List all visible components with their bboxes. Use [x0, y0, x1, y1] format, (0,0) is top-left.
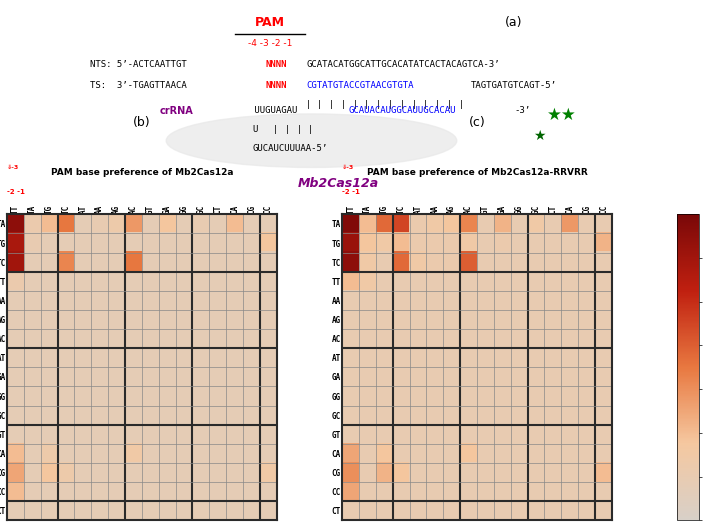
Text: |: |	[435, 100, 440, 108]
Title: PAM base preference of Mb2Cas12a: PAM base preference of Mb2Cas12a	[51, 168, 233, 177]
Text: |: |	[423, 100, 428, 108]
Text: CGTATGTACCGTAACGTGTA: CGTATGTACCGTAACGTGTA	[306, 81, 414, 90]
Text: UUGUAGAU: UUGUAGAU	[249, 106, 298, 115]
Text: |: |	[306, 100, 311, 108]
Text: ★: ★	[533, 129, 546, 143]
Title: PAM base preference of Mb2Cas12a-RRVRR: PAM base preference of Mb2Cas12a-RRVRR	[366, 168, 587, 177]
Text: |: |	[285, 125, 289, 134]
Text: GCAUACAUGGCAUUGCACAU: GCAUACAUGGCAUUGCACAU	[349, 106, 456, 115]
Ellipse shape	[166, 114, 457, 167]
Text: |: |	[400, 100, 405, 108]
Text: |: |	[364, 100, 369, 108]
Text: NTS: 5’-ACTCAATTGT: NTS: 5’-ACTCAATTGT	[90, 61, 187, 70]
Text: PAM: PAM	[255, 16, 285, 29]
Text: NNNN: NNNN	[265, 61, 287, 70]
Text: |: |	[388, 100, 393, 108]
Text: (a): (a)	[505, 16, 522, 29]
Text: -4 -3 -2 -1: -4 -3 -2 -1	[248, 39, 292, 48]
Text: (c): (c)	[469, 116, 486, 129]
Text: |: |	[447, 100, 452, 108]
Text: GCATACATGGCATTGCACATATCACTACAGTCA-3’: GCATACATGGCATTGCACATATCACTACAGTCA-3’	[306, 61, 500, 70]
Text: NNNN: NNNN	[265, 81, 287, 90]
Text: crRNA: crRNA	[160, 106, 193, 116]
Text: |: |	[309, 125, 313, 134]
Text: U: U	[253, 125, 258, 134]
Text: |: |	[273, 125, 278, 134]
Text: TAGTGATGTCAGT-5’: TAGTGATGTCAGT-5’	[472, 81, 557, 90]
Text: |: |	[376, 100, 381, 108]
Text: |: |	[297, 125, 301, 134]
Text: Mb2Cas12a: Mb2Cas12a	[298, 177, 379, 190]
Text: -2 -1: -2 -1	[342, 189, 360, 195]
Text: TS:  3’-TGAGTTAACA: TS: 3’-TGAGTTAACA	[90, 81, 187, 90]
Text: -2 -1: -2 -1	[7, 189, 25, 195]
Text: |: |	[352, 100, 357, 108]
Text: |: |	[317, 100, 323, 108]
Text: |: |	[329, 100, 334, 108]
Text: GUCAUCUUUAA-5’: GUCAUCUUUAA-5’	[253, 143, 328, 152]
Text: ⇓-3: ⇓-3	[342, 165, 354, 170]
Text: (b): (b)	[133, 116, 150, 129]
Text: |: |	[341, 100, 346, 108]
Text: ⇓-3: ⇓-3	[7, 165, 19, 170]
Text: |: |	[412, 100, 417, 108]
Text: -3’: -3’	[514, 106, 530, 115]
Text: ★★: ★★	[546, 106, 577, 124]
Text: |: |	[458, 100, 463, 108]
